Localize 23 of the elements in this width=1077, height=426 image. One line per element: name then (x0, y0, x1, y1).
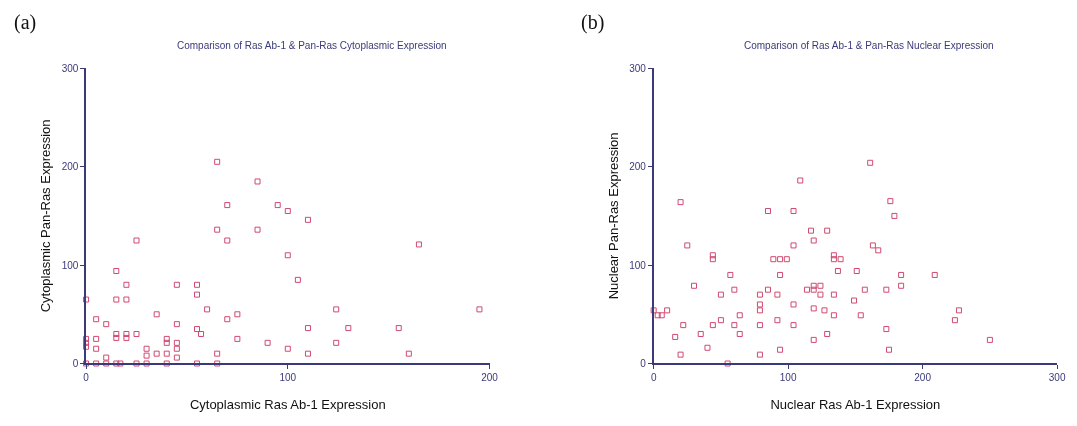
y-tick-label: 0 (640, 358, 647, 369)
x-tick-label: 300 (1048, 372, 1066, 384)
text: (b) (581, 11, 605, 34)
x-tick-label: 200 (481, 372, 499, 384)
y-axis-title: Cytoplasmic Pan-Ras Expression (38, 119, 54, 313)
y-tick-label: 300 (61, 62, 79, 74)
x-axis-title: Nuclear Ras Ab-1 Expression (770, 397, 941, 413)
x-tick-label: 100 (279, 372, 297, 384)
y-tick-label: 100 (61, 259, 79, 271)
y-tick-label: 100 (629, 259, 647, 271)
x-tick-label: 0 (83, 372, 90, 384)
text: (a) (14, 11, 37, 34)
x-tick-label: 200 (914, 372, 932, 384)
y-tick-label: 0 (72, 358, 79, 369)
y-tick-label: 200 (629, 161, 647, 173)
x-tick-label: 0 (650, 372, 657, 384)
x-axis-title: Cytoplasmic Ras Ab-1 Expression (189, 397, 386, 413)
y-tick-label: 300 (629, 62, 647, 74)
chart-title: Comparison of Ras Ab-1 & Pan-Ras Cytoplasmic Expression (177, 40, 447, 51)
y-axis-title: Nuclear Pan-Ras Expression (605, 132, 621, 300)
x-tick-label: 100 (779, 372, 797, 384)
y-tick-label: 200 (61, 161, 79, 173)
chart-title: Comparison of Ras Ab-1 & Pan-Ras Nuclear Expression (744, 40, 994, 51)
